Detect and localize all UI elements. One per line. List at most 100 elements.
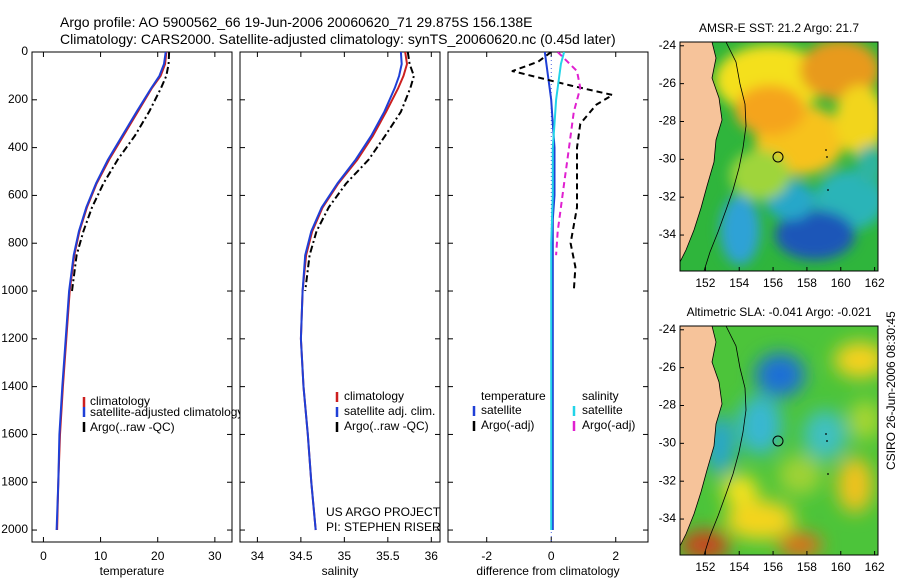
x-tick-label: 0 bbox=[548, 549, 555, 563]
series-line-temperature-argo-adj bbox=[511, 52, 614, 292]
legend-label-argo: Argo(..raw -QC) bbox=[90, 420, 175, 434]
legend-label-climatology: climatology bbox=[344, 389, 404, 403]
map-x-tick-label: 156 bbox=[763, 276, 783, 290]
sst-map-panel: AMSR-E SST: 21.2 Argo: 21.7 bbox=[659, 21, 885, 290]
salinity-axes-box bbox=[239, 51, 441, 543]
y-tick-label: 1600 bbox=[1, 427, 28, 441]
x-tick-label: 34 bbox=[251, 549, 265, 563]
sla-map-panel: Altimetric SLA: -0.041 Argo: -0.021 bbox=[659, 305, 885, 574]
map-x-tick-label: 162 bbox=[865, 560, 885, 574]
temperature-xlabel: temperature bbox=[100, 564, 165, 578]
salinity-legend: climatology satellite adj. clim. Argo(..… bbox=[335, 389, 435, 433]
sst-map-ticks: 152 154 156 158 160 162 -24 -26 -28 -30 -32 -34 bbox=[659, 38, 885, 290]
x-tick-label: 0 bbox=[40, 549, 47, 563]
legend-label-temp-argo: Argo(-adj) bbox=[481, 418, 534, 432]
map-y-tick-label: -28 bbox=[659, 114, 677, 128]
map-x-tick-label: 158 bbox=[797, 560, 817, 574]
map-x-tick-label: 154 bbox=[729, 560, 749, 574]
figure-title-line1: Argo profile: AO 5900562_66 19-Jun-2006 … bbox=[60, 14, 533, 30]
series-line-argo-raw-qc bbox=[304, 52, 415, 292]
y-tick-label: 2000 bbox=[1, 522, 28, 536]
x-tick-label: 35 bbox=[338, 549, 352, 563]
map-y-tick-label: -34 bbox=[659, 511, 677, 525]
project-annotation-line1: US ARGO PROJECT bbox=[326, 505, 441, 519]
x-tick-label: 2 bbox=[612, 549, 619, 563]
x-tick-label: 35.5 bbox=[376, 549, 400, 563]
legend-label-satellite: satellite-adjusted climatology bbox=[90, 405, 243, 419]
series-line-salinity-satellite bbox=[550, 52, 566, 530]
legend-label-salt-satellite: satellite bbox=[582, 403, 623, 417]
x-tick-label: -2 bbox=[481, 549, 492, 563]
y-tick-label: 1400 bbox=[1, 379, 28, 393]
map-x-tick-label: 158 bbox=[797, 276, 817, 290]
map-y-tick-label: -28 bbox=[659, 398, 677, 412]
temperature-panel: 0 10 20 30 0 200 400 600 800 1000 1200 1400 1600 1800… bbox=[1, 44, 243, 578]
legend-label-salt-argo: Argo(-adj) bbox=[582, 418, 635, 432]
y-tick-label: 400 bbox=[8, 140, 28, 154]
x-tick-label: 36 bbox=[425, 549, 439, 563]
map-y-tick-label: -24 bbox=[659, 38, 677, 52]
legend-heading-temperature: temperature bbox=[481, 389, 546, 403]
sla-map-title: Altimetric SLA: -0.041 Argo: -0.021 bbox=[687, 305, 872, 319]
series-line-satellite-adjusted-climatology bbox=[55, 52, 167, 531]
difference-ticks: -2 0 2 bbox=[448, 51, 648, 563]
legend-heading-salinity: salinity bbox=[582, 389, 619, 403]
credit-text: CSIRO 26-Jun-2006 08:30:45 bbox=[884, 311, 898, 470]
salinity-xlabel: salinity bbox=[322, 564, 359, 578]
series-line-argo-raw-qc bbox=[71, 52, 171, 292]
temperature-lines bbox=[55, 52, 171, 531]
sst-map-title: AMSR-E SST: 21.2 Argo: 21.7 bbox=[699, 21, 859, 35]
salinity-ticks: 34 34.5 35 35.5 36 bbox=[240, 51, 440, 563]
legend-label-satellite: satellite adj. clim. bbox=[344, 404, 435, 418]
legend-label-temp-satellite: satellite bbox=[481, 403, 522, 417]
difference-lines bbox=[511, 52, 614, 542]
map-y-tick-label: -26 bbox=[659, 76, 677, 90]
sla-map-frame bbox=[679, 325, 879, 556]
map-x-tick-label: 160 bbox=[831, 560, 851, 574]
y-tick-label: 1000 bbox=[1, 283, 28, 297]
map-x-tick-label: 160 bbox=[831, 276, 851, 290]
difference-axes-box bbox=[447, 51, 649, 543]
map-y-tick-label: -34 bbox=[659, 227, 677, 241]
map-y-tick-label: -32 bbox=[659, 189, 677, 203]
y-tick-label: 600 bbox=[8, 188, 28, 202]
x-tick-label: 10 bbox=[94, 549, 108, 563]
map-y-tick-label: -24 bbox=[659, 322, 677, 336]
project-annotation-line2: PI: STEPHEN RISER bbox=[326, 520, 441, 534]
series-line-salinity-argo-adj bbox=[555, 52, 582, 256]
map-y-tick-label: -30 bbox=[659, 152, 677, 166]
difference-legend-temperature: temperature satellite Argo(-adj) bbox=[472, 389, 546, 432]
map-y-tick-label: -26 bbox=[659, 360, 677, 374]
y-tick-label: 800 bbox=[8, 235, 28, 249]
map-y-tick-label: -30 bbox=[659, 436, 677, 450]
x-tick-label: 34.5 bbox=[289, 549, 313, 563]
salinity-panel: 34 34.5 35 35.5 36 salinity climatology sate… bbox=[239, 51, 441, 578]
difference-legend-salinity: salinity satellite Argo(-adj) bbox=[572, 389, 635, 432]
temperature-legend: climatology satellite-adjusted climatolo… bbox=[82, 394, 243, 434]
map-x-tick-label: 156 bbox=[763, 560, 783, 574]
map-x-tick-label: 152 bbox=[695, 560, 715, 574]
x-tick-label: 20 bbox=[151, 549, 165, 563]
legend-label-argo: Argo(..raw -QC) bbox=[344, 419, 429, 433]
sla-map-ticks: 152 154 156 158 160 162 -24 -26 -28 -30 -32 -34 bbox=[659, 322, 885, 574]
temperature-ticks: 0 10 20 30 0 200 400 600 800 1000 1200 1400 1600 1800… bbox=[1, 44, 232, 563]
temperature-axes-box bbox=[31, 51, 233, 543]
series-line-satellite-adj-clim bbox=[299, 52, 403, 531]
salinity-lines bbox=[299, 52, 415, 531]
x-tick-label: 30 bbox=[208, 549, 222, 563]
map-x-tick-label: 152 bbox=[695, 276, 715, 290]
sst-map-image bbox=[680, 42, 878, 271]
legend-label-climatology: climatology bbox=[90, 394, 150, 408]
difference-panel: -2 0 2 difference from climatology tempera… bbox=[447, 51, 649, 578]
figure-title-line2: Climatology: CARS2000. Satellite-adjuste… bbox=[60, 31, 616, 47]
sst-map-frame bbox=[679, 41, 879, 272]
y-tick-label: 200 bbox=[8, 92, 28, 106]
difference-xlabel: difference from climatology bbox=[476, 564, 619, 578]
map-y-tick-label: -32 bbox=[659, 473, 677, 487]
y-tick-label: 1800 bbox=[1, 474, 28, 488]
sla-map-image bbox=[680, 326, 878, 555]
y-tick-label: 1200 bbox=[1, 331, 28, 345]
y-tick-label: 0 bbox=[21, 44, 28, 58]
map-x-tick-label: 154 bbox=[729, 276, 749, 290]
